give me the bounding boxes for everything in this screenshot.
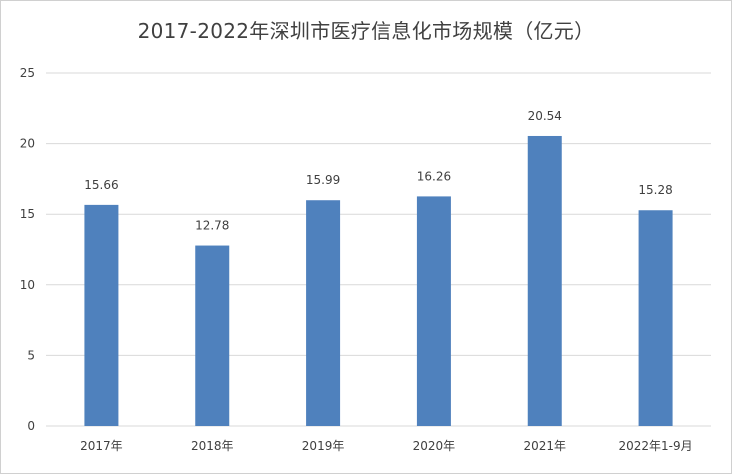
gridlines (46, 72, 711, 427)
x-tick-label: 2022年1-9月 (619, 439, 693, 453)
bar-value-label: 16.26 (417, 169, 451, 183)
data-labels: 15.66 12.78 15.99 16.26 20.54 15.28 (84, 109, 673, 233)
y-tick-label: 5 (27, 348, 35, 362)
y-tick-label: 0 (27, 419, 35, 433)
bars (84, 135, 673, 426)
bar (195, 245, 230, 426)
x-tick-label: 2021年 (523, 439, 566, 453)
y-tick-label: 25 (20, 66, 35, 80)
bar-value-label: 15.99 (306, 173, 340, 187)
y-tick-label: 20 (20, 137, 35, 151)
bar-value-label: 15.66 (84, 178, 118, 192)
y-tick-label: 10 (20, 278, 35, 292)
bar (416, 196, 451, 426)
bar-value-label: 20.54 (528, 109, 562, 123)
bar (306, 200, 341, 426)
x-tick-label: 2019年 (302, 439, 345, 453)
bar (638, 210, 673, 426)
bar (527, 135, 562, 426)
y-tick-label: 15 (20, 207, 35, 221)
x-tick-label: 2017年 (80, 439, 123, 453)
bar-value-label: 12.78 (195, 219, 229, 233)
x-tick-label: 2020年 (413, 439, 456, 453)
bar (84, 204, 119, 426)
x-axis-ticks: 2017年 2018年 2019年 2020年 2021年 2022年1-9月 (80, 439, 693, 453)
bar-value-label: 15.28 (638, 183, 672, 197)
chart-title: 2017-2022年深圳市医疗信息化市场规模（亿元） (137, 19, 595, 43)
y-axis-ticks: 0 5 10 15 20 25 (20, 66, 35, 433)
x-tick-label: 2018年 (191, 439, 234, 453)
